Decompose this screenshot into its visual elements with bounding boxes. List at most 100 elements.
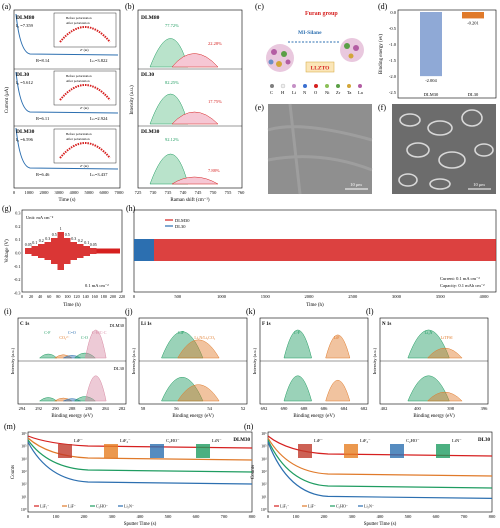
xps-l-peak-1-1 [426, 391, 463, 402]
silane-label: MI-Silane [298, 30, 322, 36]
panel-a-ylabel: Current (μA) [5, 87, 10, 113]
h-xtick-4: 2000 [305, 294, 315, 299]
xps-l-peak-1-0 [407, 375, 450, 402]
panel-n-xtick-5: 500 [405, 514, 413, 519]
panel-j-xtick-0: 58 [141, 406, 146, 411]
panel-e-letter: (e) [255, 103, 264, 112]
panel-g-yticks: 0.3 0.2 0.1 0.0 -0.1 -0.2 -0.3 [14, 211, 21, 296]
panel-m-xtick-8: 800 [249, 514, 257, 519]
element-legend: C H Li N O Ni Zr Ta La [270, 83, 363, 95]
tof-n-cube-label-3: LiN⁻ [452, 438, 462, 443]
panel-m-xtick-2: 200 [81, 514, 89, 519]
panel-l-letter: (l) [366, 307, 374, 316]
panel-d-ylabel: Binding energy (ev) [379, 34, 384, 75]
xps-i-peak-0-0 [38, 353, 58, 359]
g-xtick-3: 60 [47, 294, 51, 299]
panel-m-xtick-0: 0 [27, 514, 30, 519]
b-group-2-p2: 17.75% [208, 99, 222, 104]
tof-n-curve-2 [267, 439, 493, 489]
panel-m-xtick-1: 100 [53, 514, 61, 519]
g-ytick-4: -0.1 [14, 264, 21, 269]
g-rate-labels: 0.05 0.1 0.2 0.30.510.50.3 0.2 0.1 0.05 [25, 226, 97, 247]
panel-a-letter: (a) [2, 2, 11, 11]
panel-n-ytick-6: 10⁰ [261, 507, 267, 512]
b-group-1-name: DLM80 [141, 15, 160, 21]
panel-m-ytick-6: 10⁰ [21, 507, 27, 512]
panel-n-xtick-2: 200 [321, 514, 329, 519]
h-xtick-7: 3500 [436, 294, 446, 299]
b-xtick-1: 730 [150, 190, 158, 195]
group-1-r: R=8.14 [36, 58, 50, 63]
panel-d-frame [397, 9, 497, 99]
a-xtick-5: 5000 [85, 190, 95, 195]
panel-a: (a) DLM80 I₀ =7.359 R=8.14 Iₛₛ=3.822 DL3… [2, 2, 124, 203]
panel-j-xtick-2: 54 [207, 406, 212, 411]
g-xtick-2: 40 [38, 294, 42, 299]
panel-i-letter: (i) [4, 307, 12, 316]
panel-i-xlabel: Binding energy (eV) [51, 414, 93, 419]
group-1-iss: Iₛₛ=3.822 [90, 58, 108, 63]
llzto-box [305, 61, 335, 73]
tof-panels: (m) LiF⁻ LiF₂⁻ C₂HO⁻ LiN⁻ DLM30 LiF₂⁻ LiF⁻ C₂HO⁻… [4, 422, 496, 527]
b-group-1-p2: 22.28% [208, 41, 222, 46]
inset-1: Before polarization After polarization Z… [53, 12, 117, 52]
panel-j-xlabel: Binding energy (eV) [172, 414, 214, 419]
panel-n-ytick-0: 10⁶ [261, 431, 267, 436]
panel-j-xtick-3: 52 [241, 406, 246, 411]
inset-1-xlabel: Z' (Ω) [80, 48, 89, 52]
a-xtick-3: 3000 [55, 190, 65, 195]
h-xtick-6: 3000 [392, 294, 402, 299]
panel-m-xlabel: Sputter Time (s) [124, 522, 157, 527]
sem-image-e [268, 104, 372, 194]
group-3-r: R=6.46 [36, 172, 50, 177]
group-3-iss: Iₛₛ=3.437 [90, 172, 108, 177]
panel-n-xtick-7: 700 [461, 514, 469, 519]
el-li: Li [292, 90, 297, 95]
panel-n-xtick-3: 300 [349, 514, 357, 519]
g-unit: Unit: mA cm⁻² [26, 215, 54, 220]
tof-n-curve-0 [267, 435, 493, 457]
panel-n-xtick-0: 0 [267, 514, 270, 519]
panel-j-xtick-1: 56 [174, 406, 179, 411]
g-xtick-8: 160 [92, 294, 98, 299]
d-bar-1 [462, 12, 484, 19]
panel-e: (e) 10 μm [255, 103, 373, 195]
panel-i-xtick-3: 288 [69, 406, 77, 411]
xps-l-peak-0-1 [426, 347, 463, 359]
inset-2-legend-1: Before polarization [66, 74, 92, 78]
panel-i-peak-label-2: C=O [68, 330, 76, 335]
panel-b-frame [137, 9, 243, 189]
tof-m-cube-1 [104, 444, 118, 458]
panel-l-element: N 1s [382, 322, 391, 327]
panel-j: (j) Li 1s LiF Li₂N/Li₂CO₃ 58 56 54 52 Binding en… [125, 307, 248, 419]
tof-m-cube-3 [196, 444, 210, 458]
panel-k-xtick-2: 688 [301, 406, 309, 411]
g-note: 0.1 mA cm⁻² [85, 283, 109, 288]
tof-m-cube-2 [150, 444, 164, 458]
tof-n-cube-label-0: LiF⁻ [314, 438, 324, 443]
panel-i-peak-label-3: C-O [81, 335, 88, 340]
g-ytick-1: 0.2 [15, 224, 20, 229]
panel-l-peak-label-1: LiTFSI [441, 335, 453, 340]
sem-texture-e [267, 103, 373, 195]
d-bar-cat-0: DLM30 [424, 92, 439, 97]
panel-k-peak-label-1: LiF [334, 335, 341, 340]
a-xtick-2: 2000 [40, 190, 50, 195]
g-rate-3: 0.3 [45, 236, 50, 241]
decay-curve-1 [15, 13, 119, 56]
panel-n-xtick-1: 100 [293, 514, 301, 519]
tof-n-cube-0 [298, 444, 312, 458]
el-n: N [303, 90, 307, 95]
panel-c-letter: (c) [255, 2, 264, 11]
b-group-3-name: DLM30 [141, 129, 160, 135]
panel-m-ylabel: Counts [11, 465, 16, 479]
panel-n-ytick-5: 10¹ [261, 494, 267, 499]
tof-m-curve-1 [27, 437, 253, 461]
panel-n-xtick-8: 800 [489, 514, 497, 519]
g-band-6 [64, 238, 71, 264]
group-2-name: DL30 [16, 72, 29, 78]
a-xtick-4: 4000 [70, 190, 80, 195]
group-2-r: R=6.11 [36, 116, 49, 121]
panel-j-peak-label-1: Li₂N/Li₂CO₃ [194, 335, 215, 340]
tof-n-legend-1: LiF⁻ [308, 504, 316, 509]
